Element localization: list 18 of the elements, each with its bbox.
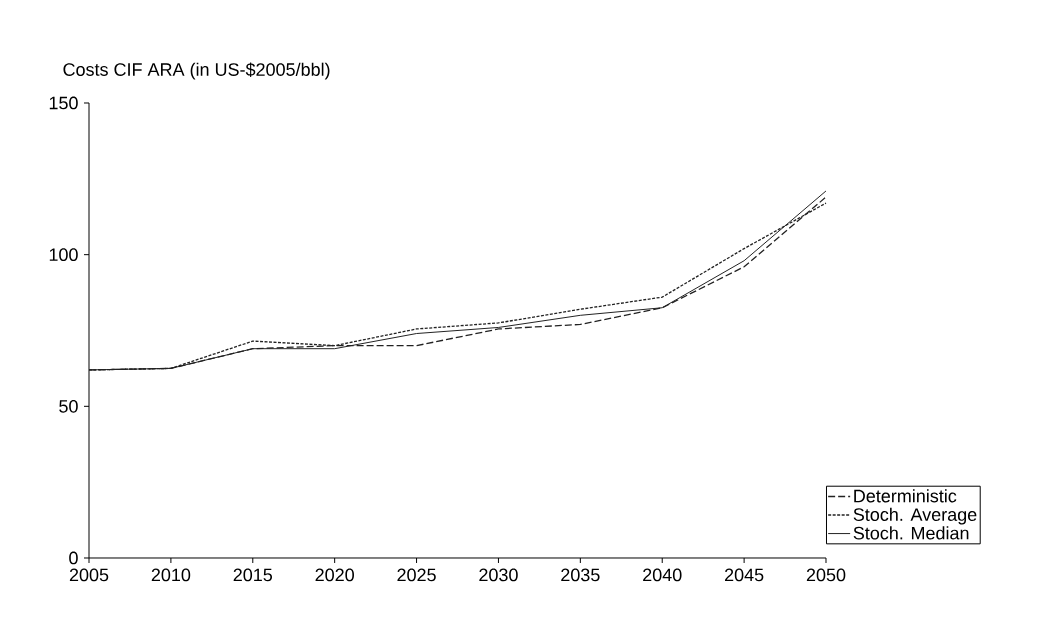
x-tick-label: 2035: [561, 568, 600, 582]
x-tick-label: 2025: [397, 568, 436, 582]
x-tick-label: 2005: [69, 568, 109, 582]
legend-label: Stoch. Median: [853, 526, 969, 540]
y-tick-label: 150: [49, 96, 78, 110]
y-tick-label: 0: [69, 551, 78, 565]
legend-label: Deterministic: [854, 489, 957, 503]
y-tick-label: 100: [49, 248, 78, 262]
x-tick-label: 2020: [315, 568, 354, 582]
legend-label: Stoch. Average: [853, 507, 977, 525]
x-tick-label: 2030: [479, 568, 518, 582]
y-axis-title: Costs CIF ARA (in US-$2005/bbl): [63, 62, 330, 80]
x-tick-label: 2045: [725, 568, 764, 582]
x-tick-label: 2040: [643, 568, 682, 582]
x-tick-label: 2015: [233, 568, 273, 582]
y-tick-label: 50: [59, 399, 78, 413]
x-tick-label: 2050: [806, 568, 846, 582]
x-tick-label: 2010: [151, 568, 191, 582]
